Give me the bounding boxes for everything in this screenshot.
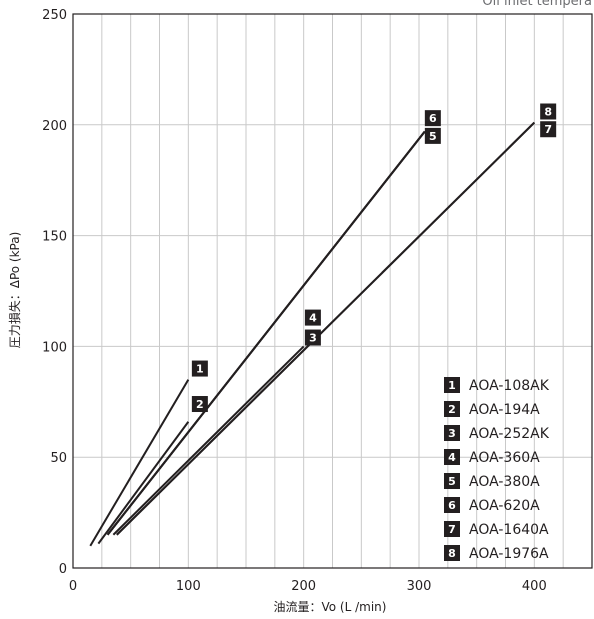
legend-badge: 7 xyxy=(444,521,460,537)
badge-number: 3 xyxy=(309,332,317,345)
legend-label: AOA-252AK xyxy=(469,426,550,442)
plot-frame xyxy=(72,13,593,569)
legend-badge: 4 xyxy=(444,449,460,465)
legend-badge: 8 xyxy=(444,545,460,561)
legend-item: 1 AOA-108AK xyxy=(444,377,550,394)
y-tick-label: 0 xyxy=(59,562,67,577)
legend-item: 5 AOA-380A xyxy=(444,473,540,490)
badge-number: 2 xyxy=(196,398,204,411)
line-badge-6: 6 xyxy=(424,110,441,127)
series-line-aoa-194a xyxy=(97,421,190,545)
badge-number: 1 xyxy=(448,379,456,392)
x-tick-label: 400 xyxy=(522,579,547,594)
legend-item: 6 AOA-620A xyxy=(444,497,540,514)
x-tick-label: 200 xyxy=(291,579,316,594)
series-lines xyxy=(89,121,536,547)
line-badge-7: 7 xyxy=(540,121,557,138)
legend-label: AOA-380A xyxy=(469,474,540,490)
legend-label: AOA-194A xyxy=(469,402,540,418)
legend-item: 7 AOA-1640A xyxy=(444,521,549,538)
badge-box xyxy=(424,127,441,144)
legend-label: AOA-620A xyxy=(469,498,540,514)
badge-number: 6 xyxy=(429,112,437,125)
x-axis-label: 油流量：Vo (L /min) xyxy=(274,600,387,614)
line-badge-3: 3 xyxy=(304,329,321,346)
badge-number: 6 xyxy=(448,499,456,512)
legend-badge: 6 xyxy=(444,497,460,513)
badge-number: 5 xyxy=(448,475,456,488)
badge-number: 4 xyxy=(309,312,317,325)
series-line-aoa-620a xyxy=(106,130,426,536)
badge-number: 8 xyxy=(544,106,552,119)
badge-number: 1 xyxy=(196,363,204,376)
y-tick-label: 200 xyxy=(42,119,67,134)
line-badge-5: 5 xyxy=(424,127,441,144)
y-axis-label: 圧力損失：ΔPo (kPa) xyxy=(7,232,22,349)
legend-badge: 5 xyxy=(444,473,460,489)
legend-item: 3 AOA-252AK xyxy=(444,425,550,442)
y-tick-label: 50 xyxy=(50,451,67,466)
badge-box xyxy=(424,110,441,127)
legend-badge: 1 xyxy=(444,377,460,393)
x-tick-label: 300 xyxy=(407,579,432,594)
badge-box xyxy=(444,497,460,513)
legend-label: AOA-108AK xyxy=(469,378,550,394)
legend-badge: 2 xyxy=(444,401,460,417)
series-line-aoa-252ak xyxy=(112,345,305,536)
badge-number: 3 xyxy=(448,427,456,440)
legend-item: 2 AOA-194A xyxy=(444,401,540,418)
badge-box xyxy=(191,396,208,413)
badge-box xyxy=(444,449,460,465)
badge-number: 7 xyxy=(448,523,456,536)
badge-number: 8 xyxy=(448,547,456,560)
badge-box xyxy=(444,473,460,489)
y-tick-label: 250 xyxy=(42,8,67,23)
legend-label: AOA-1976A xyxy=(469,546,549,562)
badge-box xyxy=(540,121,557,138)
badge-box xyxy=(540,103,557,120)
badge-box xyxy=(444,401,460,417)
y-tick-label: 150 xyxy=(42,230,67,245)
header-text: Oil inlet tempera xyxy=(482,0,592,9)
line-badge-2: 2 xyxy=(191,396,208,413)
badge-box xyxy=(444,545,460,561)
badge-box xyxy=(191,360,208,377)
x-tick-label: 0 xyxy=(69,579,77,594)
y-tick-label: 100 xyxy=(42,340,67,355)
legend-label: AOA-360A xyxy=(469,450,540,466)
series-line-aoa-108ak xyxy=(89,379,190,547)
x-tick-label: 100 xyxy=(176,579,201,594)
badge-number: 7 xyxy=(544,123,552,136)
legend-label: AOA-1640A xyxy=(469,522,549,538)
badge-box xyxy=(304,329,321,346)
line-badge-4: 4 xyxy=(304,309,321,326)
badge-box xyxy=(444,425,460,441)
badge-box xyxy=(444,521,460,537)
line-annotations: 1 2 4 3 6 5 8 7 xyxy=(191,103,557,413)
badge-number: 4 xyxy=(448,451,456,464)
series-line-aoa-1976a xyxy=(116,121,536,536)
line-badge-8: 8 xyxy=(540,103,557,120)
legend-badge: 3 xyxy=(444,425,460,441)
legend-item: 4 AOA-360A xyxy=(444,449,540,466)
x-axis-ticks: 0 100 200 300 400 xyxy=(69,579,547,594)
badge-number: 2 xyxy=(448,403,456,416)
badge-box xyxy=(444,377,460,393)
line-badge-1: 1 xyxy=(191,360,208,377)
y-axis-ticks: 0 50 100 150 200 250 xyxy=(42,8,67,577)
badge-box xyxy=(304,309,321,326)
legend-item: 8 AOA-1976A xyxy=(444,545,549,562)
badge-number: 5 xyxy=(429,130,437,143)
